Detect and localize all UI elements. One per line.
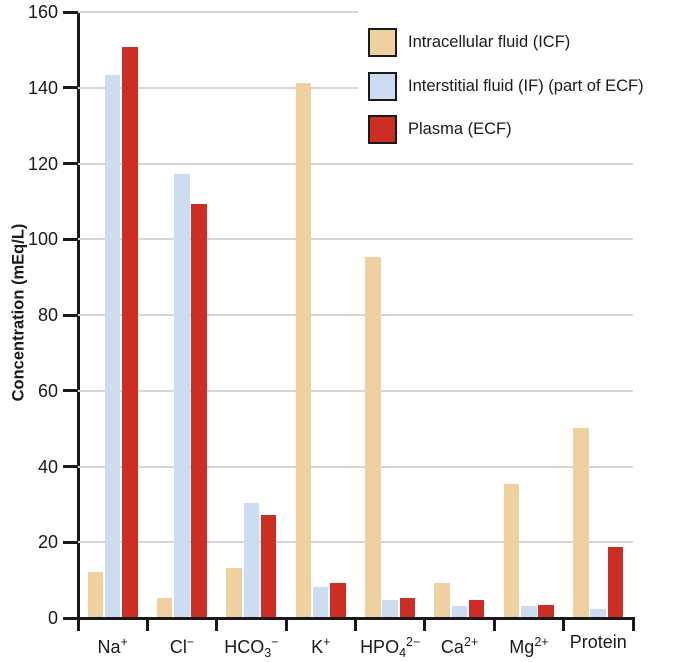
y-tick-80 [63,313,78,317]
y-tick-label-140: 140 [27,77,58,98]
y-tick-label-80: 80 [37,305,58,325]
bar-plasma-na [122,46,138,617]
y-tick-0 [63,616,78,620]
bar-plasma-cl [191,204,207,617]
x-tick-1 [145,618,149,631]
gridline-160 [78,11,633,13]
x-tick-0 [76,618,80,631]
bar-if-ca [451,605,468,617]
gridline-120 [78,162,633,165]
gridline-80 [78,314,633,316]
bar-icf-hco3 [226,567,242,617]
legend-label-icf: Intracellular fluid (ICF) [408,33,571,51]
y-tick-label-40: 40 [37,456,58,477]
x-label-subscript: 4 [399,646,407,660]
x-label-superscript: 2+ [463,635,479,649]
x-label-base: HCO [224,637,265,657]
gridline-40 [78,465,633,468]
legend-swatch-plasma [368,115,397,144]
y-tick-120 [63,162,78,165]
y-tick-label-20: 20 [37,532,58,553]
bar-icf-k [295,82,312,617]
x-label-base: Ca [440,637,464,657]
bar-plasma-ca [468,599,485,617]
legend-label-plasma: Plasma (ECF) [408,120,512,138]
y-axis-line [77,11,80,631]
bar-if-hco3 [243,503,260,617]
x-label-subscript: 3 [264,646,272,660]
x-tick-5 [423,618,427,631]
x-category-label-hco3: HCO3− [217,630,286,662]
y-tick-label-120: 120 [27,153,58,174]
x-category-label-k: K+ [286,630,355,659]
x-label-base: K [311,637,324,657]
legend-label-if: Interstitial fluid (IF) (part of ECF) [408,76,644,95]
y-tick-20 [63,540,78,544]
bar-plasma-protein [607,546,624,617]
bar-plasma-hco3 [260,514,277,617]
x-tick-6 [492,618,496,631]
bar-if-cl [174,173,190,617]
bar-if-mg [521,605,537,617]
y-tick-label-60: 60 [37,380,58,401]
bar-plasma-k [330,582,346,617]
legend-item-plasma: Plasma (ECF) [368,115,675,144]
x-category-label-na: Na+ [78,630,147,659]
x-label-superscript: − [186,635,195,649]
x-label-base: Protein [569,632,627,652]
y-tick-label-160: 160 [27,2,58,22]
bar-icf-hpo4 [365,257,381,617]
bar-if-hpo4 [382,599,398,617]
x-category-label-hpo4: HPO42− [356,630,425,662]
gridline-20 [78,541,633,544]
x-tick-8 [631,618,635,631]
bar-plasma-hpo4 [399,598,416,617]
y-tick-100 [63,237,78,241]
x-label-superscript: + [323,635,331,649]
bar-if-na [104,75,121,617]
gridline-100 [78,238,633,241]
legend: Intracellular fluid (ICF) Interstitial fl… [358,0,675,153]
bar-icf-cl [156,598,173,617]
bar-plasma-mg [538,604,554,617]
legend-item-icf: Intracellular fluid (ICF) [368,28,675,57]
x-tick-7 [562,618,566,631]
x-tick-4 [354,618,357,631]
y-tick-40 [63,465,78,468]
x-category-label-mg: Mg2+ [494,630,563,659]
bar-icf-na [87,571,104,617]
x-category-label-cl: Cl− [147,630,216,659]
gridline-60 [78,389,633,392]
y-tick-label-100: 100 [27,229,58,250]
x-label-superscript: − [271,635,279,649]
bar-icf-ca [434,582,450,617]
x-category-label-protein: Protein [564,630,633,654]
x-label-superscript: + [120,635,128,649]
y-tick-160 [63,10,78,14]
bar-icf-mg [503,484,520,617]
y-tick-label-0: 0 [47,608,58,628]
x-tick-3 [284,618,288,631]
legend-swatch-if [368,71,397,101]
bar-if-protein [590,609,606,617]
legend-swatch-icf [368,28,397,57]
x-tick-2 [215,618,219,631]
x-label-superscript: 2− [406,635,421,649]
x-label-base: Na [97,637,121,657]
x-label-base: Mg [509,637,535,657]
x-category-label-ca: Ca2+ [425,630,494,659]
legend-item-if: Interstitial fluid (IF) (part of ECF) [368,71,675,101]
bar-if-k [312,586,329,617]
x-label-base: Cl [169,637,187,657]
x-label-base: HPO [360,637,400,657]
y-tick-140 [63,86,78,90]
bar-icf-protein [573,427,589,617]
y-tick-60 [63,389,78,393]
x-label-superscript: 2+ [534,635,549,649]
gridline-140 [78,86,633,89]
